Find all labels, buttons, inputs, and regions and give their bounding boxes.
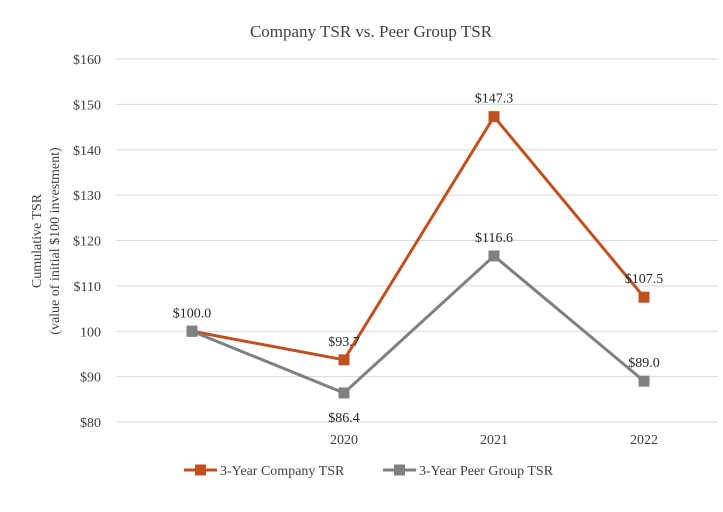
data-label: $89.0	[628, 356, 660, 371]
y-tick-label: $150	[73, 98, 101, 113]
y-axis-label-line: Cumulative TSR	[30, 193, 45, 288]
data-point	[638, 291, 650, 303]
data-point	[338, 354, 350, 366]
y-tick-label: $140	[73, 144, 101, 159]
data-label: $147.3	[475, 92, 514, 107]
legend-label: 3-Year Peer Group TSR	[419, 464, 554, 479]
y-tick-label: $110	[74, 280, 101, 295]
data-point	[186, 325, 198, 337]
series-group	[186, 111, 650, 399]
y-tick-label: $90	[80, 371, 101, 386]
y-tick-label: $130	[73, 189, 101, 204]
data-point	[638, 375, 650, 387]
legend: 3-Year Company TSR 3-Year Peer Group TSR	[184, 464, 554, 479]
legend-item: 3-Year Company TSR	[184, 464, 345, 479]
y-axis-ticks: $80 $90 100 $110 $120 $130 $140 $150 $160	[73, 53, 101, 431]
series-line	[191, 254, 645, 395]
data-point	[488, 250, 500, 262]
x-tick-label: 2022	[630, 433, 658, 448]
legend-marker	[394, 464, 405, 476]
data-labels: $100.0 $93.7 $147.3 $107.5 $86.4 $116.6 $89.0	[173, 92, 664, 426]
chart-title: Company TSR vs. Peer Group TSR	[250, 22, 493, 41]
legend-marker	[195, 464, 206, 476]
data-point	[488, 111, 500, 123]
data-label: $93.7	[328, 335, 360, 350]
series-line	[191, 115, 646, 362]
data-label: $116.6	[475, 231, 513, 246]
x-axis-ticks: 2020 2021 2022	[330, 433, 658, 448]
data-point	[338, 387, 350, 399]
legend-label: 3-Year Company TSR	[220, 464, 345, 479]
data-label: $100.0	[173, 306, 212, 321]
y-tick-label: 100	[80, 325, 101, 340]
x-tick-label: 2020	[330, 433, 358, 448]
y-axis-label: Cumulative TSR (value of initial $100 inv…	[30, 147, 63, 335]
legend-item: 3-Year Peer Group TSR	[383, 464, 554, 479]
data-label: $86.4	[328, 411, 360, 426]
y-tick-label: $80	[80, 416, 101, 431]
y-tick-label: $160	[73, 53, 101, 68]
y-tick-label: $120	[73, 235, 101, 250]
data-label: $107.5	[625, 272, 664, 287]
x-tick-label: 2021	[480, 433, 508, 448]
y-axis-label-line: (value of initial $100 investment)	[48, 147, 63, 335]
